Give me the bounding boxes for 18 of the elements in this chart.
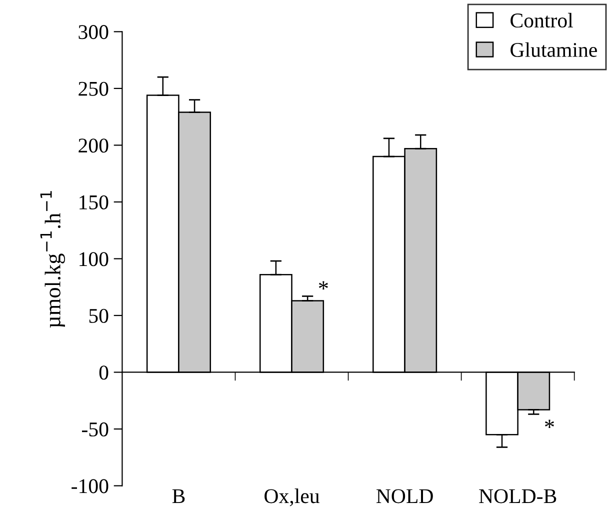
legend-label: Control (510, 12, 573, 28)
y-tick-label: 100 (80, 252, 108, 266)
y-tick-label: 200 (78, 138, 108, 153)
x-tick-label: B (172, 489, 185, 504)
y-tick-label: 50 (89, 308, 108, 323)
x-tick-label: NOLD (376, 489, 433, 504)
x-tick-label: Ox,leu (264, 488, 320, 506)
y-tick-label: -100 (72, 479, 108, 494)
legend-label: Glutamine (510, 42, 597, 57)
y-tick-label: 150 (80, 195, 108, 210)
y-tick-label: 300 (78, 25, 108, 40)
y-tick-label: 0 (99, 366, 108, 380)
annotation: * (318, 281, 328, 290)
annotation: * (545, 420, 554, 428)
y-tick-label: -50 (82, 422, 108, 436)
x-tick-label: NOLD-B (479, 489, 556, 504)
y-tick-label: 250 (78, 82, 108, 96)
y-axis-title: µmol.kg$^{−1}$.h$^{−1}$ (40, 191, 66, 328)
